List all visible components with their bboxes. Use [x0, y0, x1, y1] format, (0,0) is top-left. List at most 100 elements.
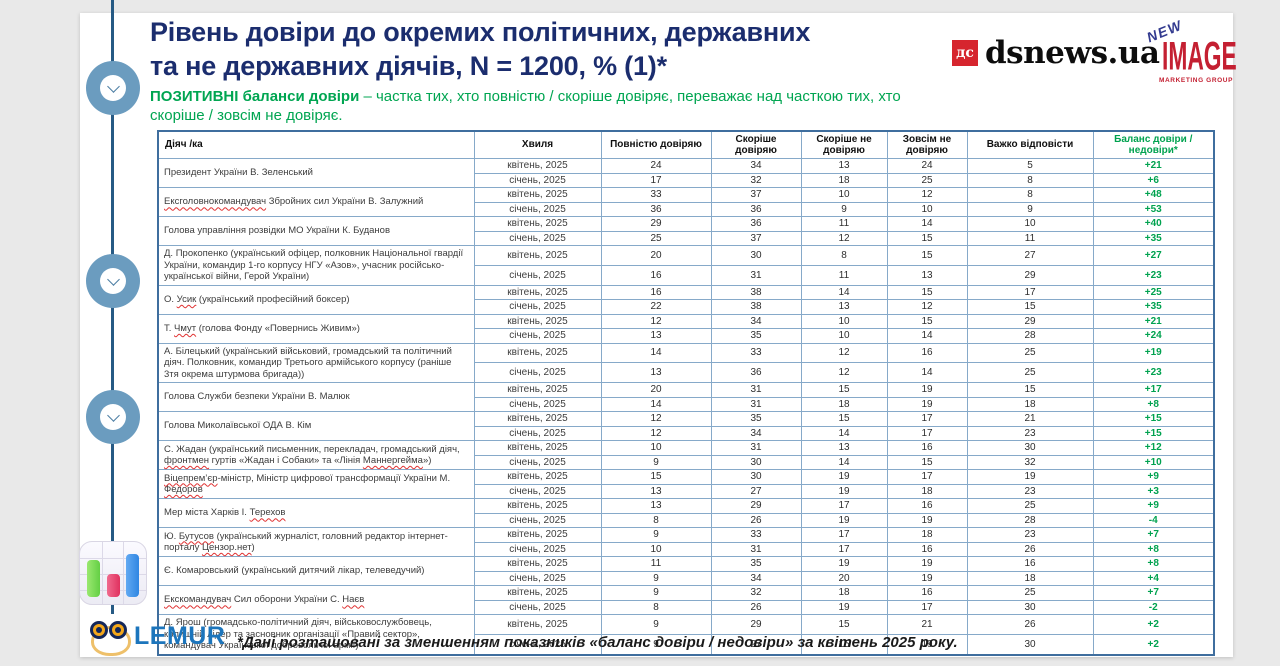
value-cell: 9	[600, 570, 712, 586]
table-row: січень, 2025 25 37 12 15 11 +35	[158, 230, 1215, 246]
value-cell: 19	[800, 512, 888, 528]
new-image-logo-image: IMAGE	[1162, 35, 1237, 80]
value-cell: 10	[600, 440, 712, 456]
chevron-circle-3	[86, 390, 140, 444]
person-name: Голова Служби безпеки України В. Малюк	[157, 382, 475, 412]
value-cell: 17	[886, 411, 968, 427]
table-row: Президент України В. Зеленський квітень, …	[157, 158, 1215, 188]
person-name: Голова управління розвідки МО України К.…	[157, 216, 475, 246]
wave-label: квітень, 2025	[473, 158, 602, 174]
value-cell: 14	[886, 328, 968, 344]
table-row: Є. Комаровський (український дитячий лік…	[157, 556, 1215, 586]
value-cell: 29	[966, 264, 1094, 286]
value-cell: 13	[800, 440, 888, 456]
balance-cell: +35	[1092, 299, 1215, 315]
value-cell: 14	[600, 342, 712, 364]
value-cell: 12	[800, 342, 888, 364]
value-cell: 19	[800, 483, 888, 499]
value-cell: 36	[710, 362, 802, 383]
balance-cell: +8	[1092, 541, 1215, 557]
value-cell: 28	[966, 512, 1094, 528]
value-cell: 12	[800, 362, 888, 383]
value-cell: 19	[800, 556, 888, 572]
col-header-hard-to-say: Важко відповісти	[966, 130, 1094, 159]
table-row: січень, 2025 36 36 9 10 9 +53	[158, 201, 1215, 217]
chevron-down-icon	[106, 79, 120, 93]
value-cell: 9	[966, 201, 1094, 217]
value-cell: 31	[710, 264, 802, 286]
value-cell: 33	[600, 187, 712, 203]
balance-cell: +8	[1092, 396, 1215, 412]
value-cell: 16	[886, 585, 968, 601]
value-cell: 9	[600, 633, 712, 656]
value-cell: 11	[966, 230, 1094, 246]
value-cell: 13	[600, 483, 712, 499]
value-cell: 35	[710, 328, 802, 344]
subtitle-bold: ПОЗИТИВНІ баланси довіри	[150, 88, 360, 105]
table-row: Д. Ярош (громадсько-політичний діяч, вій…	[157, 614, 1215, 655]
value-cell: 19	[886, 570, 968, 586]
value-cell: 17	[800, 498, 888, 514]
balance-cell: +7	[1092, 585, 1215, 601]
balance-cell: +12	[1092, 440, 1215, 456]
value-cell: 14	[886, 216, 968, 232]
value-cell: 32	[710, 172, 802, 188]
trust-table-header: Діяч /ка Хвиля Повністю довіряю Скоріше …	[157, 130, 1215, 159]
balance-cell: +9	[1092, 498, 1215, 514]
value-cell: 8	[600, 512, 712, 528]
value-cell: 23	[966, 527, 1094, 543]
value-cell: 9	[800, 201, 888, 217]
pink-bar	[107, 574, 120, 597]
balance-cell: +3	[1092, 483, 1215, 499]
wave-label: січень, 2025	[473, 172, 602, 188]
wave-label: квітень, 2025	[473, 411, 602, 427]
header-row: Діяч /ка Хвиля Повністю довіряю Скоріше …	[157, 130, 1215, 159]
value-cell: 13	[600, 362, 712, 383]
value-cell: 15	[886, 230, 968, 246]
wave-label: січень, 2025	[473, 483, 602, 499]
title-line-1: Рівень довіри до окремих політичних, дер…	[150, 17, 811, 47]
value-cell: 25	[966, 342, 1094, 364]
value-cell: 10	[886, 201, 968, 217]
value-cell: 9	[600, 454, 712, 470]
value-cell: 8	[966, 187, 1094, 203]
value-cell: 26	[966, 614, 1094, 635]
table-row: Голова управління розвідки МО України К.…	[157, 216, 1215, 246]
lemur-logo-text: LEMUR	[134, 621, 226, 650]
value-cell: 13	[600, 328, 712, 344]
table-row: Екскомандувач Сил оборони України С. Нає…	[157, 585, 1215, 615]
person-name: Екскомандувач Сил оборони України С. Нає…	[157, 585, 475, 615]
value-cell: 25	[966, 585, 1094, 601]
value-cell: 30	[966, 599, 1094, 615]
value-cell: 31	[710, 396, 802, 412]
value-cell: 15	[886, 245, 968, 266]
balance-cell: +10	[1092, 454, 1215, 470]
dsnews-logo-text: dsnews.ua	[985, 35, 1160, 71]
wave-label: січень, 2025	[473, 541, 602, 557]
value-cell: 18	[800, 396, 888, 412]
value-cell: 37	[710, 187, 802, 203]
balance-cell: +40	[1092, 216, 1215, 232]
value-cell: 16	[966, 556, 1094, 572]
value-cell: 15	[600, 469, 712, 485]
lemur-face-icon	[88, 620, 131, 656]
table-row: січень, 2025 9 27 15 19 30 +2	[158, 633, 1215, 656]
value-cell: 35	[710, 411, 802, 427]
value-cell: 10	[800, 187, 888, 203]
wave-label: квітень, 2025	[473, 585, 602, 601]
value-cell: 15	[800, 411, 888, 427]
wave-label: січень, 2025	[473, 396, 602, 412]
value-cell: 31	[710, 382, 802, 398]
title-line-2: та не державних діячів, N = 1200, % (1)*	[150, 51, 667, 81]
value-cell: 18	[966, 396, 1094, 412]
balance-cell: +2	[1092, 633, 1215, 656]
wave-label: січень, 2025	[473, 570, 602, 586]
value-cell: 25	[966, 498, 1094, 514]
person-name: Ексголовнокомандувач Збройних сил Україн…	[157, 187, 475, 217]
value-cell: 13	[800, 299, 888, 315]
value-cell: 37	[710, 230, 802, 246]
person-name: Д. Ярош (громадсько-політичний діяч, вій…	[157, 614, 475, 655]
value-cell: 19	[800, 599, 888, 615]
value-cell: 10	[800, 328, 888, 344]
balance-cell: +15	[1092, 425, 1215, 441]
